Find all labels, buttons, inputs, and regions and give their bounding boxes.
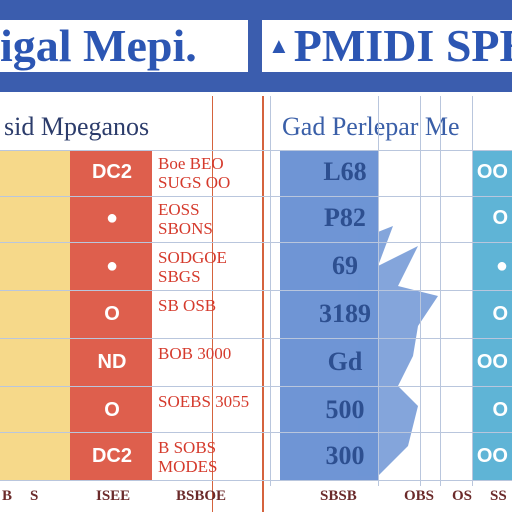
table-cell: OO	[476, 351, 508, 373]
table-cell: O	[104, 303, 120, 325]
table-cell: B SOBS MODES	[158, 438, 218, 476]
red-column	[70, 150, 152, 480]
table-cell: DC2	[91, 161, 132, 183]
table-cell: O	[492, 207, 508, 229]
table-cell: 300	[325, 441, 365, 470]
table-cell: Gd	[327, 347, 363, 376]
center-separator	[262, 96, 264, 512]
grid-line	[0, 290, 512, 291]
right-table-header: Gad Perlepar Me	[282, 112, 460, 141]
table-cell: OO	[476, 445, 508, 467]
grid-line	[0, 338, 512, 339]
table-cell: ●	[105, 207, 119, 229]
table-cell: O	[104, 399, 120, 421]
table-cell: EOSS SBONS	[158, 200, 213, 238]
grid-line	[440, 96, 441, 486]
table-cell: ND	[97, 351, 127, 373]
table-cell: O	[492, 303, 508, 325]
grid-line	[378, 96, 379, 486]
table-cell: ●	[495, 255, 508, 277]
grid-line	[270, 96, 271, 486]
footer-label: OS	[452, 488, 473, 504]
grid-line	[0, 480, 512, 481]
grid-line	[0, 242, 512, 243]
table-cell: DC2	[91, 445, 132, 467]
grid-line	[0, 386, 512, 387]
table-cell: 3189	[319, 299, 371, 328]
footer-label: B	[2, 488, 13, 504]
teal-column	[472, 150, 512, 480]
footer-label: ISEE	[96, 488, 131, 504]
table-cell: BOB 3000	[158, 344, 232, 363]
table-cell: O	[492, 399, 508, 421]
footer-label: SS	[490, 488, 507, 504]
table-cell: 500	[325, 395, 365, 424]
grid-line	[0, 196, 512, 197]
table-cell: ●	[105, 255, 119, 277]
footer-label: BSBOE	[176, 488, 227, 504]
table-cell: SOEBS 3055	[158, 392, 250, 411]
grid-line	[0, 150, 512, 151]
grid-line	[472, 96, 473, 486]
table-cell: 69	[332, 251, 358, 280]
table-cell: SODGOE SBGS	[158, 248, 227, 286]
cream-column	[0, 150, 70, 480]
banner-title-left: igal Mepi.	[0, 20, 248, 72]
footer-label: OBS	[404, 488, 435, 504]
table-cell: Boe BEO SUGS OO	[158, 154, 231, 192]
table-cell: P82	[324, 203, 366, 232]
left-separator	[212, 96, 213, 512]
banner-title-right-text: PMIDI SPE	[293, 20, 512, 71]
banner-title-right: ▲PMIDI SPE	[262, 20, 512, 72]
grid-line	[0, 432, 512, 433]
triangle-icon: ▲	[268, 33, 290, 58]
grid-line	[420, 96, 421, 486]
left-table-header: sid Mpeganos	[4, 112, 150, 141]
footer-label: SBSB	[320, 488, 357, 504]
table-cell: OO	[476, 161, 508, 183]
table-cell: L68	[323, 157, 367, 186]
footer-label: S	[30, 488, 39, 504]
table-cell: SB OSB	[158, 296, 217, 315]
